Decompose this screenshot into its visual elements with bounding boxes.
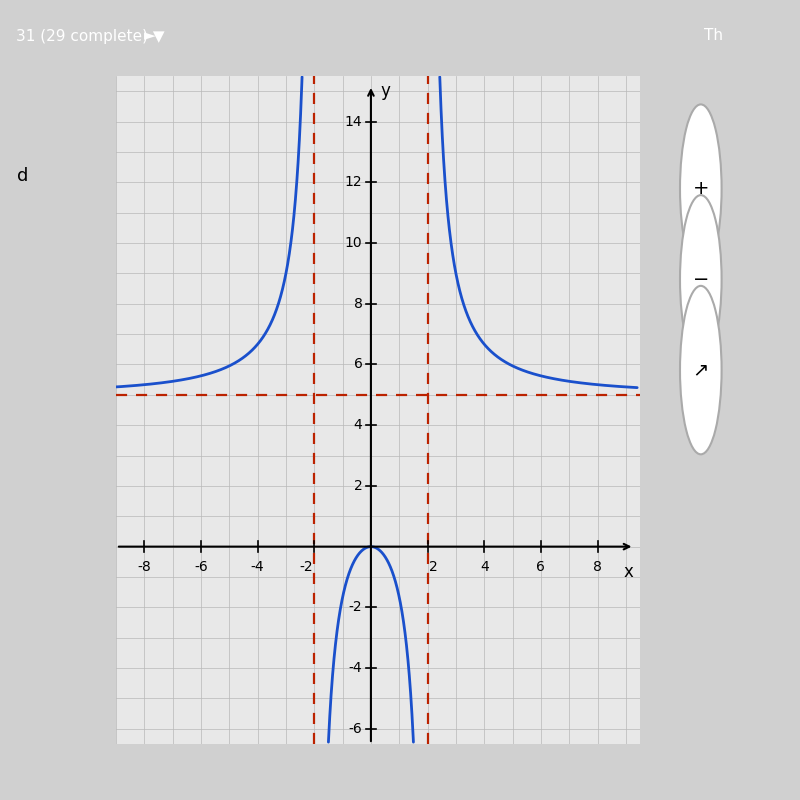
Text: -4: -4 <box>349 661 362 675</box>
Text: 10: 10 <box>345 236 362 250</box>
Text: x: x <box>624 563 634 582</box>
Text: 14: 14 <box>345 114 362 129</box>
Text: 12: 12 <box>345 175 362 190</box>
Text: y: y <box>381 82 390 100</box>
Text: 8: 8 <box>354 297 362 310</box>
Text: 4: 4 <box>354 418 362 432</box>
Text: -6: -6 <box>194 560 208 574</box>
Text: 2: 2 <box>354 479 362 493</box>
Text: -6: -6 <box>349 722 362 736</box>
Text: 6: 6 <box>537 560 546 574</box>
Circle shape <box>680 195 722 363</box>
Text: -8: -8 <box>138 560 151 574</box>
Text: 2: 2 <box>429 560 438 574</box>
Text: -4: -4 <box>251 560 265 574</box>
Text: −: − <box>693 270 709 289</box>
Text: 8: 8 <box>593 560 602 574</box>
Text: -2: -2 <box>349 600 362 614</box>
Text: +: + <box>693 179 709 198</box>
Circle shape <box>680 286 722 454</box>
Text: 6: 6 <box>354 358 362 371</box>
Text: 31 (29 complete) ▼: 31 (29 complete) ▼ <box>16 29 165 43</box>
Text: ►: ► <box>144 29 156 43</box>
Text: ↗: ↗ <box>693 361 709 379</box>
Text: 4: 4 <box>480 560 489 574</box>
Circle shape <box>680 104 722 273</box>
Text: d: d <box>17 166 28 185</box>
Text: -2: -2 <box>299 560 313 574</box>
Text: Th: Th <box>704 29 723 43</box>
